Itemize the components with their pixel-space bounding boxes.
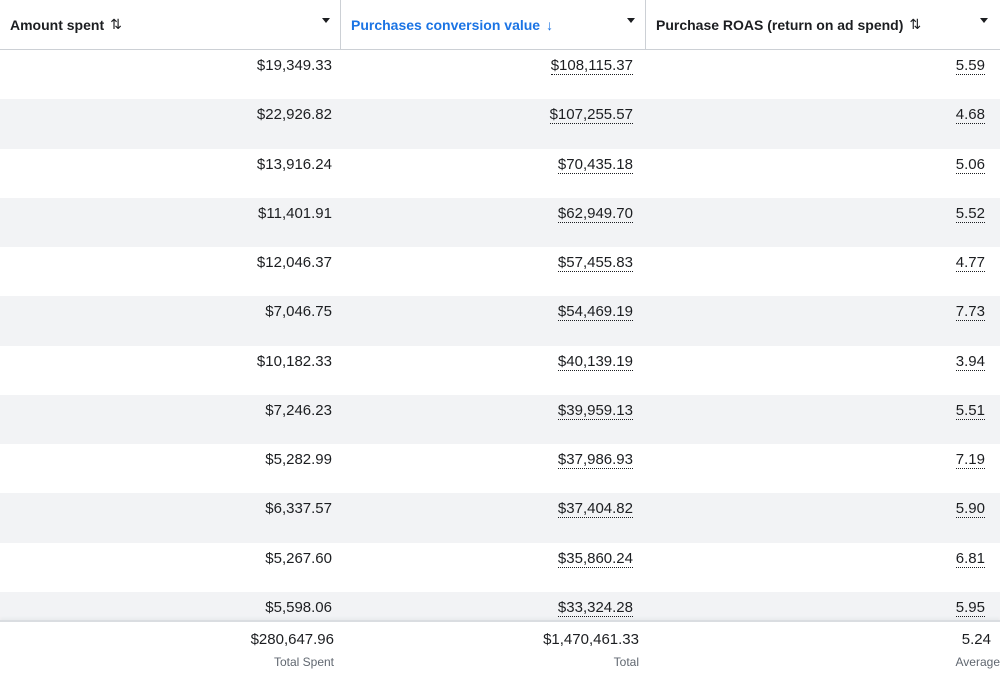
roas-cell: 5.51 (955, 401, 985, 420)
table-row[interactable]: $7,246.23 $39,959.13 5.51 (0, 394, 1000, 444)
table-body: $19,349.33 $108,115.37 5.59 $22,926.82 $107,… (0, 50, 1000, 620)
conversion-value-cell: $108,115.37 (550, 57, 633, 75)
table-row[interactable]: $10,182.33 $40,139.19 3.94 (0, 346, 1000, 395)
roas-average-label: Average (955, 655, 1000, 669)
column-header-label: Purchases conversion value (351, 16, 541, 33)
conversion-value-cell: $40,139.19 (557, 352, 633, 371)
conversion-value-link[interactable]: $62,949.70 (557, 204, 633, 223)
table-header: Amount spent ⇅ Purchases conversion valu… (0, 0, 1000, 50)
column-header-purchases-conversion-value[interactable]: Purchases conversion value ↓ (340, 0, 645, 49)
roas-cell: 7.19 (955, 451, 985, 469)
roas-average: 5.24 (961, 631, 991, 648)
roas-link[interactable]: 4.68 (955, 106, 985, 125)
conversion-value-cell: $62,949.70 (557, 204, 633, 223)
conversion-value-cell: $35,860.24 (557, 549, 633, 568)
table-row[interactable]: $5,267.60 $35,860.24 6.81 (0, 543, 1000, 592)
roas-link[interactable]: 3.94 (955, 352, 985, 371)
roas-link[interactable]: 5.59 (955, 57, 985, 75)
amount-spent-total-label: Total Spent (273, 655, 334, 669)
table-row[interactable]: $13,916.24 $70,435.18 5.06 (0, 149, 1000, 198)
conversion-value-link[interactable]: $35,860.24 (557, 549, 633, 568)
roas-cell: 5.90 (955, 500, 985, 519)
conversion-value-link[interactable]: $37,404.82 (557, 500, 633, 519)
conversion-value-cell: $54,469.19 (557, 303, 633, 322)
conversion-value-link[interactable]: $70,435.18 (557, 155, 633, 174)
roas-cell: 3.94 (955, 352, 985, 371)
conversion-value-cell: $33,324.28 (557, 598, 633, 617)
conversion-value-cell: $57,455.83 (557, 254, 633, 272)
conversion-value-link[interactable]: $39,959.13 (557, 401, 633, 420)
conversion-value-cell: $39,959.13 (557, 401, 633, 420)
conversion-value-cell: $37,404.82 (557, 500, 633, 519)
sort-icon[interactable]: ⇅ (909, 16, 922, 32)
roas-cell: 5.95 (955, 598, 985, 617)
amount-spent-total: $280,647.96 (250, 631, 334, 648)
conversion-value-link[interactable]: $107,255.57 (549, 106, 633, 125)
table-row[interactable]: $7,046.75 $54,469.19 7.73 (0, 296, 1000, 346)
roas-link[interactable]: 5.90 (955, 500, 985, 519)
amount-spent-cell: $11,401.91 (258, 204, 332, 222)
roas-cell: 5.06 (955, 155, 985, 174)
table-row[interactable]: $6,337.57 $37,404.82 5.90 (0, 493, 1000, 543)
roas-cell: 6.81 (955, 549, 985, 568)
roas-link[interactable]: 6.81 (955, 549, 985, 568)
conversion-value-link[interactable]: $108,115.37 (550, 57, 633, 75)
roas-cell: 4.68 (955, 106, 985, 125)
table-row[interactable]: $11,401.91 $62,949.70 5.52 (0, 197, 1000, 247)
roas-link[interactable]: 5.52 (955, 204, 985, 223)
roas-cell: 7.73 (955, 303, 985, 322)
conversion-value-cell: $107,255.57 (549, 106, 633, 125)
column-header-label: Amount spent (10, 16, 105, 33)
column-header-amount-spent[interactable]: Amount spent ⇅ (0, 0, 340, 49)
dropdown-caret-icon[interactable] (627, 18, 635, 23)
roas-link[interactable]: 4.77 (955, 254, 985, 272)
roas-cell: 4.77 (955, 254, 985, 272)
amount-spent-cell: $12,046.37 (256, 254, 332, 271)
amount-spent-cell: $19,349.33 (256, 57, 332, 74)
conversion-value-link[interactable]: $37,986.93 (557, 451, 633, 469)
amount-spent-cell: $22,926.82 (256, 106, 332, 124)
amount-spent-cell: $7,046.75 (265, 303, 332, 321)
sort-icon[interactable]: ⇅ (110, 16, 122, 32)
roas-cell: 5.59 (955, 57, 985, 75)
dropdown-caret-icon[interactable] (322, 18, 330, 23)
table-row[interactable]: $19,349.33 $108,115.37 5.59 (0, 50, 1000, 99)
conversion-value-total: $1,470,461.33 (543, 631, 639, 648)
table-row[interactable]: $12,046.37 $57,455.83 4.77 (0, 247, 1000, 296)
roas-link[interactable]: 5.06 (955, 155, 985, 174)
roas-link[interactable]: 5.51 (955, 401, 985, 420)
conversion-value-link[interactable]: $40,139.19 (557, 352, 633, 371)
conversion-value-link[interactable]: $33,324.28 (557, 598, 633, 617)
roas-cell: 5.52 (955, 204, 985, 223)
sort-descending-icon[interactable]: ↓ (546, 16, 554, 33)
column-header-purchase-roas[interactable]: Purchase ROAS (return on ad spend) ⇅ (645, 0, 1000, 49)
conversion-value-cell: $37,986.93 (557, 451, 633, 469)
conversion-value-link[interactable]: $54,469.19 (557, 303, 633, 322)
amount-spent-cell: $10,182.33 (256, 352, 332, 370)
conversion-value-cell: $70,435.18 (557, 155, 633, 174)
table-row[interactable]: $5,598.06 $33,324.28 5.95 (0, 591, 1000, 620)
amount-spent-cell: $5,267.60 (265, 549, 332, 567)
conversion-value-link[interactable]: $57,455.83 (557, 254, 633, 272)
amount-spent-cell: $13,916.24 (256, 155, 332, 173)
amount-spent-cell: $5,598.06 (265, 598, 332, 616)
roas-link[interactable]: 5.95 (955, 598, 985, 617)
amount-spent-cell: $6,337.57 (265, 500, 332, 518)
table-row[interactable]: $5,282.99 $37,986.93 7.19 (0, 444, 1000, 493)
roas-link[interactable]: 7.73 (955, 303, 985, 322)
amount-spent-cell: $5,282.99 (265, 451, 332, 468)
table-row[interactable]: $22,926.82 $107,255.57 4.68 (0, 99, 1000, 149)
column-header-label: Purchase ROAS (return on ad spend) (656, 16, 904, 33)
roas-link[interactable]: 7.19 (955, 451, 985, 469)
conversion-value-total-label: Total (613, 655, 639, 669)
dropdown-caret-icon[interactable] (980, 18, 988, 23)
table-footer: $280,647.96 Total Spent $1,470,461.33 To… (0, 620, 1000, 682)
amount-spent-cell: $7,246.23 (265, 401, 332, 419)
